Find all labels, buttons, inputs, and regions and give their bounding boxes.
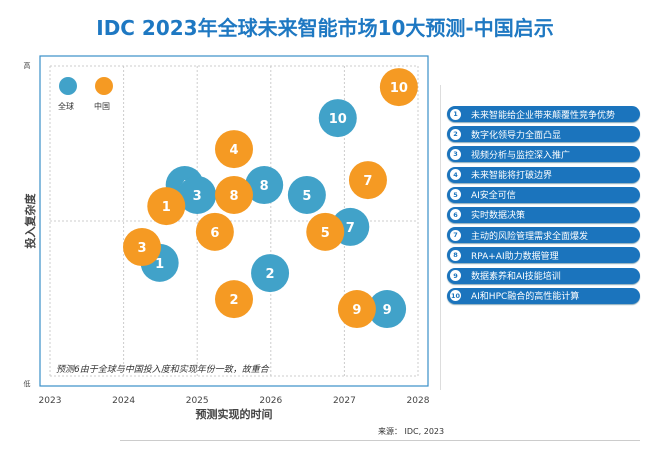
legend-marker	[59, 77, 77, 95]
source-note: 来源： IDC, 2023	[378, 427, 445, 436]
bubble-label: 6	[210, 226, 219, 241]
bubble-label: 10	[329, 112, 347, 127]
legend-label: 全球	[58, 101, 74, 111]
prediction-number: 3	[450, 148, 461, 160]
bubble	[215, 175, 253, 214]
prediction-item: 9 数据素养和AI技能培训	[447, 267, 640, 284]
annotation: 预测6由于全球与中国投入度和实现年份一致，故重合	[56, 364, 270, 375]
bubble	[368, 290, 407, 329]
bubble-label: 1	[162, 200, 171, 215]
prediction-item: 8 RPA+AI助力数据管理	[447, 247, 640, 264]
prediction-number: 7	[450, 229, 461, 241]
x-tick-label: 2027	[333, 396, 356, 406]
prediction-number: 10	[450, 290, 461, 302]
x-tick-label: 2024	[112, 396, 135, 406]
chart-title: IDC 2023年全球未来智能市场10大预测-中国启示	[96, 16, 554, 40]
bubble	[348, 161, 387, 200]
plot-frame	[39, 55, 429, 387]
bubble-label: 7	[363, 174, 372, 189]
prediction-number: 1	[450, 108, 461, 120]
bubble-label: 8	[260, 179, 269, 194]
prediction-text: 主动的风险管理需求全面爆发	[471, 231, 589, 242]
divider	[120, 440, 640, 441]
bubble	[287, 175, 326, 214]
prediction-item: 7 主动的风险管理需求全面爆发	[447, 227, 640, 244]
prediction-list: 1 未来智能给企业带来颠覆性竞争优势 2 数字化领导力全面凸显 3 视频分析与监控深入推广…	[447, 106, 640, 308]
divider	[440, 85, 441, 390]
bubble-label: 1	[155, 257, 164, 272]
prediction-text: AI和HPC融合的高性能计算	[471, 292, 580, 303]
x-tick-label: 2028	[407, 396, 430, 406]
bubble	[195, 212, 234, 251]
prediction-text: 数据素养和AI技能培训	[471, 272, 561, 282]
prediction-text: 未来智能给企业带来颠覆性竞争优势	[471, 110, 616, 121]
bubble	[178, 175, 217, 214]
y-high-label: 高	[24, 61, 31, 70]
prediction-number: 4	[450, 169, 461, 181]
bubble	[245, 166, 284, 205]
bubble-label: 10	[390, 81, 408, 96]
prediction-number: 9	[450, 270, 461, 281]
prediction-text: 视频分析与监控深入推广	[471, 150, 571, 161]
bubble	[215, 130, 253, 169]
bubble	[123, 228, 161, 267]
y-axis-label: 投入复杂度	[23, 193, 37, 249]
prediction-item: 10 AI和HPC融合的高性能计算	[447, 287, 640, 304]
bubble-label: 4	[229, 143, 238, 158]
bubble-label: 7	[346, 221, 355, 236]
prediction-item: 3 视频分析与监控深入推广	[447, 146, 640, 163]
bubble-label: 5	[302, 189, 311, 204]
legend-marker	[95, 77, 113, 95]
y-low-label: 低	[24, 379, 31, 388]
prediction-number: 5	[450, 189, 461, 201]
prediction-item: 5 AI安全可信	[447, 186, 640, 203]
x-tick-label: 2026	[259, 396, 282, 406]
bubble-label: 3	[193, 189, 202, 204]
bubble	[215, 280, 253, 319]
bubble-chart: 2023 2024 2025 2026 2027 2028 预测实现的时间 投入复杂度 高低 预测…	[23, 55, 430, 421]
prediction-text: AI安全可信	[471, 191, 516, 202]
bubble	[251, 254, 290, 293]
x-tick-label: 2025	[186, 396, 209, 406]
prediction-item: 4 未来智能将打破边界	[447, 166, 640, 183]
bubble-label: 9	[352, 303, 361, 318]
bubble-label: 8	[229, 189, 238, 204]
prediction-number: 6	[450, 209, 461, 221]
prediction-number: 8	[450, 249, 461, 261]
prediction-text: 未来智能将打破边界	[471, 171, 553, 182]
prediction-item: 6 实时数据决策	[447, 206, 640, 223]
bubble	[147, 187, 186, 226]
bubble	[306, 212, 345, 251]
prediction-number: 2	[450, 128, 461, 140]
prediction-item: 1 未来智能给企业带来颠覆性竞争优势	[447, 106, 640, 122]
x-axis-label: 预测实现的时间	[196, 407, 273, 421]
legend-label: 中国	[94, 101, 110, 111]
prediction-item: 2 数字化领导力全面凸显	[447, 126, 640, 143]
prediction-text: 数字化领导力全面凸显	[471, 130, 562, 141]
bubble-label: 2	[229, 293, 238, 308]
bubble-label: 3	[137, 241, 146, 256]
bubble-label: 5	[321, 226, 330, 241]
bubble	[318, 99, 357, 138]
prediction-text: RPA+AI助力数据管理	[471, 251, 559, 262]
x-tick-label: 2023	[39, 396, 62, 406]
bubble-label: 2	[266, 267, 275, 282]
prediction-text: 实时数据决策	[471, 211, 526, 222]
bubble	[337, 290, 376, 329]
bubble-label: 9	[383, 303, 392, 318]
bubble	[379, 68, 418, 107]
